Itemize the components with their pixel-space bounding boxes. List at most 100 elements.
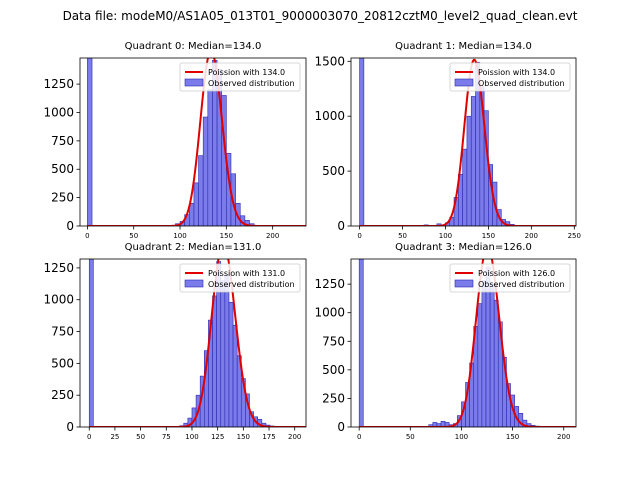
legend: Poission with 131.0 Observed distribution <box>179 263 301 293</box>
x-tick-label: 200 <box>288 433 301 441</box>
y-tick-label: 0 <box>66 219 74 233</box>
histogram-bar <box>224 273 230 427</box>
x-tick-label: 25 <box>110 433 119 441</box>
x-tick-label: 50 <box>406 433 415 441</box>
histogram-bar <box>198 155 204 226</box>
y-tick-label: 500 <box>51 162 74 176</box>
legend-bar-label: Observed distribution <box>208 280 295 289</box>
x-tick-label: 0 <box>85 232 89 240</box>
x-tick-label: 200 <box>266 232 279 240</box>
y-tick-label: 1250 <box>43 261 74 275</box>
histogram-bar <box>220 280 226 427</box>
legend-line-label: Poission with 126.0 <box>478 269 555 278</box>
histogram-bar <box>462 148 468 226</box>
y-tick-label: 1000 <box>314 306 345 320</box>
y-tick-label: 1000 <box>43 105 74 119</box>
legend-line-label: Poission with 134.0 <box>478 68 555 77</box>
quadrant-3-histogram: 0 250 500 750 1000 1250 0 50 100 150 200 Quadrant 3… <box>314 242 577 441</box>
y-tick-label: 1250 <box>314 277 345 291</box>
legend-line-label: Poission with 131.0 <box>208 269 285 278</box>
y-tick-label: 0 <box>337 219 345 233</box>
y-tick-label: 1500 <box>314 54 345 68</box>
legend-bar-swatch <box>454 279 474 288</box>
y-tick-label: 250 <box>51 388 74 402</box>
x-tick-label: 50 <box>136 433 145 441</box>
legend-box <box>449 263 571 293</box>
x-tick-label: 200 <box>525 232 538 240</box>
legend-box <box>449 62 571 92</box>
x-tick-label: 0 <box>87 433 91 441</box>
axes-frame <box>79 258 307 428</box>
legend: Poission with 126.0 Observed distribution <box>449 263 571 293</box>
poisson-curve <box>87 58 306 226</box>
y-tick-label: 750 <box>51 325 74 339</box>
panel-title: Quadrant 3: Median=126.0 <box>395 242 532 253</box>
histogram-bar <box>493 299 499 427</box>
x-tick-label: 50 <box>398 232 407 240</box>
axes-frame <box>350 258 577 428</box>
legend-line-label: Poission with 134.0 <box>208 68 285 77</box>
y-tick-label: 750 <box>51 134 74 148</box>
x-tick-label: 150 <box>482 232 495 240</box>
histogram-bars <box>87 58 255 226</box>
histogram-bar <box>358 259 364 427</box>
y-tick-label: 0 <box>337 420 345 434</box>
legend-box <box>179 62 301 92</box>
poisson-curve <box>359 58 576 226</box>
histogram-bar <box>212 295 217 427</box>
x-tick-label: 150 <box>506 433 519 441</box>
x-tick-label: 125 <box>211 433 224 441</box>
histogram-bar <box>207 89 213 226</box>
quadrant-2-histogram: 0 250 500 750 1000 1250 0 25 50 75 100 125 150 175 200… <box>43 242 307 441</box>
legend: Poission with 134.0 Observed distribution <box>179 62 301 92</box>
y-tick-label: 500 <box>322 363 345 377</box>
x-tick-label: 200 <box>557 433 570 441</box>
x-tick-label: 0 <box>357 433 361 441</box>
x-tick-label: 100 <box>185 433 198 441</box>
y-tick-label: 750 <box>322 334 345 348</box>
legend-bar-swatch <box>184 78 204 87</box>
figure-suptitle: Data file: modeM0/AS1A05_013T01_90000030… <box>63 9 578 23</box>
histogram-bar <box>193 182 199 226</box>
legend-box <box>179 263 301 293</box>
histogram-bar <box>232 324 238 427</box>
y-tick-label: 0 <box>66 420 74 434</box>
x-tick-label: 50 <box>129 232 138 240</box>
y-tick-label: 1000 <box>43 293 74 307</box>
x-tick-label: 100 <box>439 232 452 240</box>
panel-title: Quadrant 2: Median=131.0 <box>125 242 262 253</box>
x-tick-label: 150 <box>220 232 233 240</box>
axes-frame <box>79 57 307 227</box>
x-tick-label: 75 <box>162 433 171 441</box>
y-tick-label: 1250 <box>43 77 74 91</box>
histogram-bar <box>228 301 234 427</box>
x-tick-label: 250 <box>568 232 581 240</box>
legend-bar-swatch <box>454 78 474 87</box>
histogram-bar <box>481 280 487 427</box>
y-tick-label: 500 <box>322 164 345 178</box>
x-tick-label: 0 <box>357 232 361 240</box>
x-tick-label: 100 <box>455 433 468 441</box>
x-tick-label: 150 <box>237 433 250 441</box>
histogram-bar <box>470 96 476 226</box>
legend-bar-label: Observed distribution <box>208 79 295 88</box>
y-tick-label: 500 <box>51 356 74 370</box>
y-tick-label: 250 <box>322 391 345 405</box>
histogram-bar <box>88 259 94 427</box>
legend: Poission with 134.0 Observed distribution <box>449 62 571 92</box>
x-tick-label: 175 <box>262 433 275 441</box>
quadrant-1-histogram: 0 500 1000 1500 0 50 100 150 200 250 Quadrant 1: M… <box>314 41 581 240</box>
histogram-bar <box>87 58 93 226</box>
y-tick-label: 250 <box>51 191 74 205</box>
legend-bar-label: Observed distribution <box>478 79 565 88</box>
y-tick-label: 1000 <box>314 109 345 123</box>
histogram-bar <box>466 115 472 226</box>
x-tick-label: 100 <box>173 232 186 240</box>
histogram-bar <box>489 283 495 427</box>
histogram-bar <box>359 58 365 226</box>
legend-bar-label: Observed distribution <box>478 280 565 289</box>
quadrant-0-histogram: 0 250 500 750 1000 1250 0 50 100 150 200 Quadrant 0… <box>43 41 307 240</box>
histogram-bar <box>202 116 209 226</box>
panel-title: Quadrant 0: Median=134.0 <box>125 41 262 52</box>
